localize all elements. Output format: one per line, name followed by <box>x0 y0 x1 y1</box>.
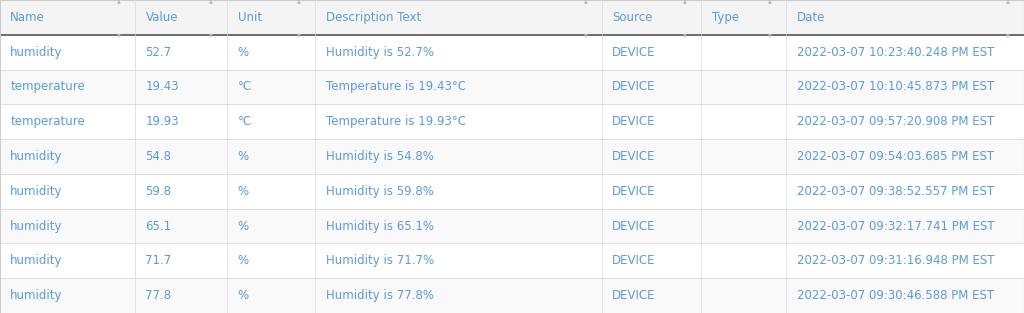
Text: Humidity is 59.8%: Humidity is 59.8% <box>326 185 433 198</box>
Text: %: % <box>238 219 249 233</box>
Text: ▾: ▾ <box>117 30 121 39</box>
Text: Humidity is 77.8%: Humidity is 77.8% <box>326 289 433 302</box>
Text: %: % <box>238 254 249 267</box>
Bar <box>0 104 1024 139</box>
Text: %: % <box>238 46 249 59</box>
Text: DEVICE: DEVICE <box>612 80 655 94</box>
Text: Type: Type <box>712 11 738 24</box>
Text: humidity: humidity <box>10 289 62 302</box>
Text: Value: Value <box>145 11 178 24</box>
Text: 2022-03-07 09:57:20.908 PM EST: 2022-03-07 09:57:20.908 PM EST <box>797 115 994 128</box>
Text: 2022-03-07 09:31:16.948 PM EST: 2022-03-07 09:31:16.948 PM EST <box>797 254 994 267</box>
Text: 71.7: 71.7 <box>145 254 172 267</box>
Text: %: % <box>238 185 249 198</box>
Text: 54.8: 54.8 <box>145 150 171 163</box>
Text: DEVICE: DEVICE <box>612 46 655 59</box>
Text: ▴: ▴ <box>297 0 301 5</box>
Text: 65.1: 65.1 <box>145 219 172 233</box>
Text: ▾: ▾ <box>297 30 301 39</box>
Text: ▴: ▴ <box>768 0 772 5</box>
Text: DEVICE: DEVICE <box>612 219 655 233</box>
Text: DEVICE: DEVICE <box>612 115 655 128</box>
Text: Source: Source <box>612 11 652 24</box>
Text: ▾: ▾ <box>683 30 687 39</box>
Bar <box>0 0 1024 35</box>
Text: 77.8: 77.8 <box>145 289 172 302</box>
Text: ▾: ▾ <box>768 30 772 39</box>
Text: ▴: ▴ <box>209 0 213 5</box>
Text: 2022-03-07 09:38:52.557 PM EST: 2022-03-07 09:38:52.557 PM EST <box>797 185 994 198</box>
Text: ▴: ▴ <box>1006 0 1010 5</box>
Text: Description Text: Description Text <box>326 11 421 24</box>
Text: Humidity is 54.8%: Humidity is 54.8% <box>326 150 433 163</box>
Text: 2022-03-07 09:54:03.685 PM EST: 2022-03-07 09:54:03.685 PM EST <box>797 150 994 163</box>
Text: %: % <box>238 289 249 302</box>
Text: Humidity is 71.7%: Humidity is 71.7% <box>326 254 434 267</box>
Text: °C: °C <box>238 80 252 94</box>
Text: ▾: ▾ <box>209 30 213 39</box>
Text: °C: °C <box>238 115 252 128</box>
Text: temperature: temperature <box>10 115 85 128</box>
Text: Name: Name <box>10 11 45 24</box>
Text: humidity: humidity <box>10 254 62 267</box>
Text: DEVICE: DEVICE <box>612 150 655 163</box>
Bar <box>0 139 1024 174</box>
Text: DEVICE: DEVICE <box>612 254 655 267</box>
Bar <box>0 278 1024 313</box>
Text: ▴: ▴ <box>117 0 121 5</box>
Text: ▾: ▾ <box>584 30 588 39</box>
Text: 19.43: 19.43 <box>145 80 179 94</box>
Text: 2022-03-07 10:23:40.248 PM EST: 2022-03-07 10:23:40.248 PM EST <box>797 46 994 59</box>
Text: Humidity is 52.7%: Humidity is 52.7% <box>326 46 433 59</box>
Text: ▴: ▴ <box>584 0 588 5</box>
Text: 52.7: 52.7 <box>145 46 172 59</box>
Text: temperature: temperature <box>10 80 85 94</box>
Text: 2022-03-07 09:30:46.588 PM EST: 2022-03-07 09:30:46.588 PM EST <box>797 289 994 302</box>
Text: ▴: ▴ <box>683 0 687 5</box>
Text: ▾: ▾ <box>1006 30 1010 39</box>
Text: 19.93: 19.93 <box>145 115 179 128</box>
Bar <box>0 209 1024 244</box>
Bar <box>0 35 1024 69</box>
Text: DEVICE: DEVICE <box>612 185 655 198</box>
Text: humidity: humidity <box>10 185 62 198</box>
Text: 2022-03-07 09:32:17.741 PM EST: 2022-03-07 09:32:17.741 PM EST <box>797 219 994 233</box>
Text: humidity: humidity <box>10 46 62 59</box>
Text: DEVICE: DEVICE <box>612 289 655 302</box>
Text: Temperature is 19.43°C: Temperature is 19.43°C <box>326 80 466 94</box>
Text: Humidity is 65.1%: Humidity is 65.1% <box>326 219 433 233</box>
Text: Unit: Unit <box>238 11 262 24</box>
Bar <box>0 69 1024 104</box>
Bar <box>0 244 1024 278</box>
Text: humidity: humidity <box>10 150 62 163</box>
Text: 2022-03-07 10:10:45.873 PM EST: 2022-03-07 10:10:45.873 PM EST <box>797 80 994 94</box>
Text: 59.8: 59.8 <box>145 185 171 198</box>
Bar <box>0 174 1024 209</box>
Text: Date: Date <box>797 11 825 24</box>
Text: humidity: humidity <box>10 219 62 233</box>
Text: Temperature is 19.93°C: Temperature is 19.93°C <box>326 115 466 128</box>
Text: %: % <box>238 150 249 163</box>
